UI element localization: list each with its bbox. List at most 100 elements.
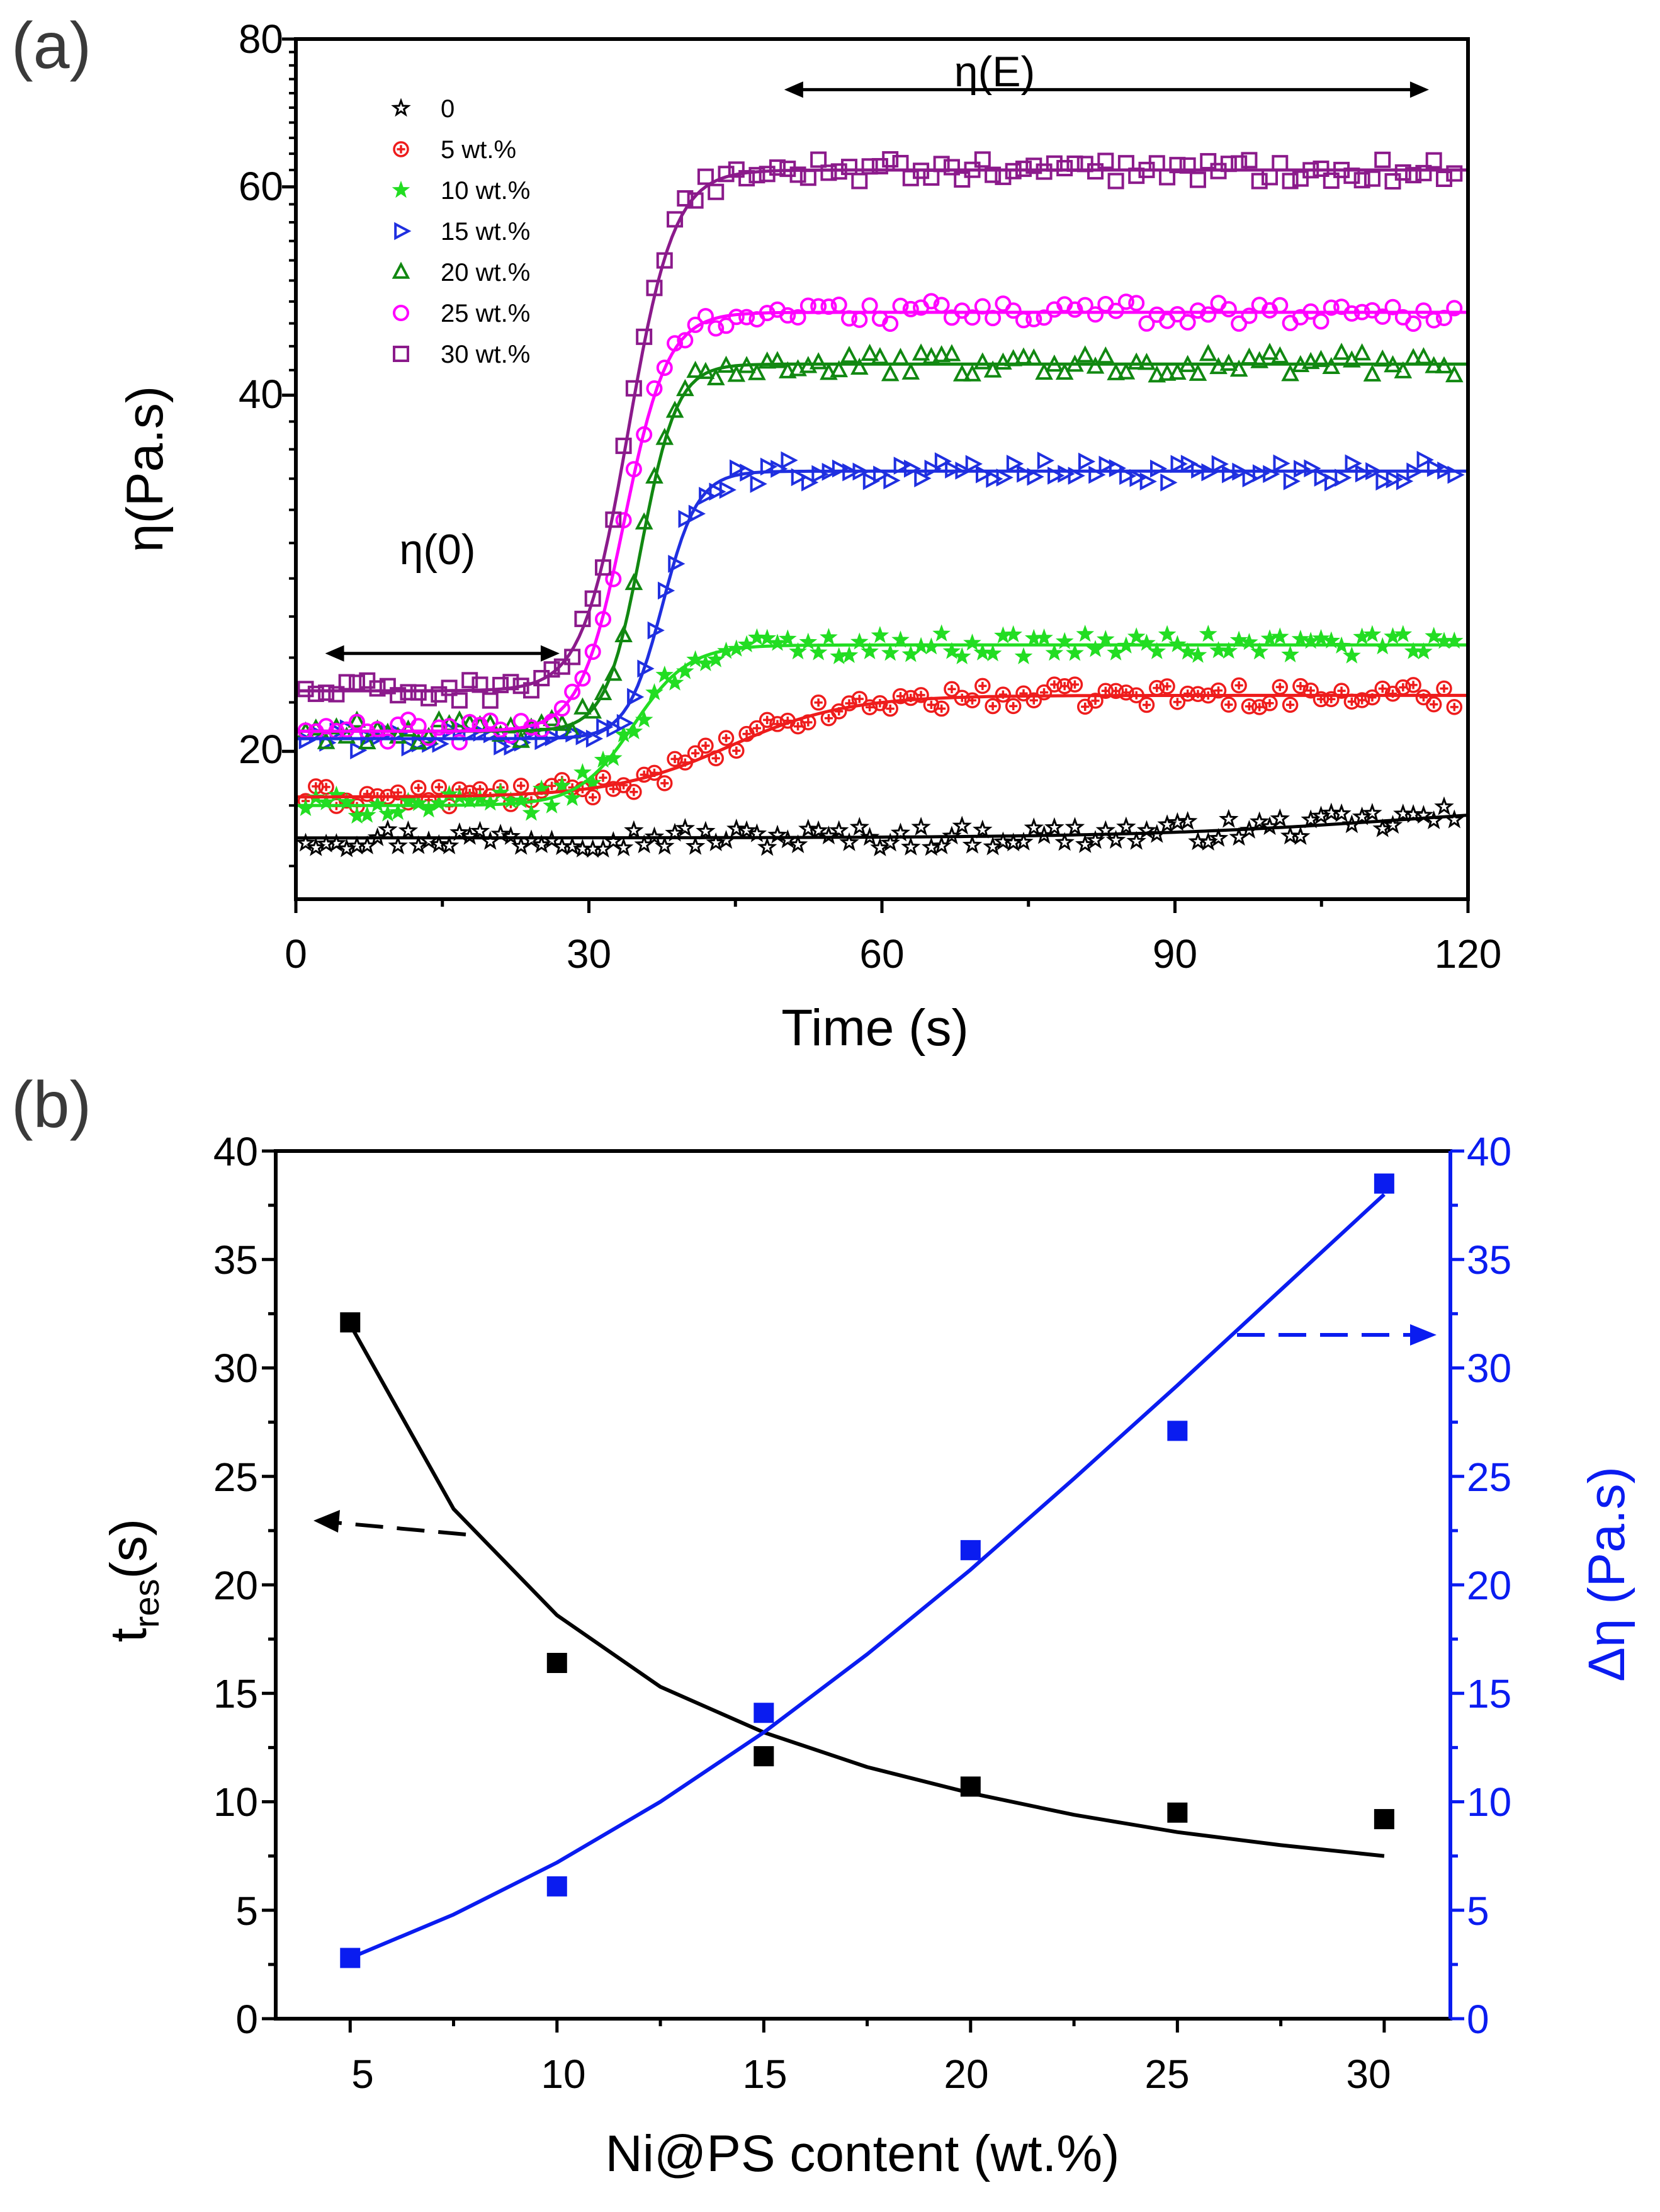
data-point — [818, 825, 839, 845]
legend-entry: 5 wt.% — [441, 136, 516, 164]
x-tick-label: 90 — [1153, 931, 1197, 977]
data-point — [911, 817, 931, 836]
data-point — [993, 831, 1014, 851]
data-point — [1384, 298, 1401, 315]
data-point — [754, 1703, 774, 1723]
data-point — [546, 1653, 567, 1674]
data-point — [758, 628, 777, 646]
data-point — [963, 633, 981, 651]
data-point — [1363, 625, 1382, 642]
data-point — [451, 734, 468, 751]
data-point — [307, 685, 324, 702]
data-point — [1435, 171, 1452, 188]
data-point — [1148, 642, 1166, 659]
data-point — [1364, 170, 1381, 187]
data-point — [1027, 467, 1044, 486]
data-point — [962, 834, 983, 854]
data-point — [1250, 351, 1269, 368]
data-point — [708, 320, 725, 337]
data-point — [1170, 455, 1188, 474]
data-point — [1167, 1421, 1188, 1441]
data-point — [892, 154, 909, 171]
data-point — [1446, 300, 1463, 317]
data-point — [1229, 630, 1248, 648]
right-y-tick-label: 25 — [1467, 1455, 1511, 1500]
data-point — [891, 630, 910, 648]
data-point — [861, 642, 879, 659]
data-point — [789, 309, 806, 326]
data-point — [441, 718, 458, 735]
data-point — [1273, 454, 1290, 473]
data-point — [553, 776, 572, 794]
data-point — [392, 261, 410, 279]
data-point — [1272, 155, 1289, 172]
data-point — [730, 459, 747, 478]
data-point — [1066, 676, 1083, 693]
data-point — [1159, 678, 1175, 695]
data-point — [881, 364, 900, 382]
data-point — [1076, 625, 1095, 642]
data-point — [1282, 173, 1299, 190]
data-point — [1085, 830, 1105, 849]
data-point — [986, 470, 1003, 488]
data-point — [1314, 468, 1331, 487]
data-point — [350, 741, 368, 759]
data-point — [706, 368, 725, 385]
data-point — [369, 721, 386, 738]
data-point — [1415, 689, 1432, 706]
data-point — [696, 654, 715, 672]
data-point — [401, 738, 419, 757]
data-point — [1322, 356, 1341, 375]
data-point — [369, 680, 386, 697]
data-point — [408, 835, 429, 854]
data-point — [1179, 157, 1196, 174]
data-point — [584, 590, 601, 607]
data-point — [553, 700, 570, 717]
data-point — [1066, 301, 1083, 318]
data-point — [1425, 152, 1442, 169]
data-point — [1312, 349, 1330, 367]
data-point — [1158, 625, 1177, 642]
panel-b-label: (b) — [11, 1069, 91, 1142]
data-point — [932, 624, 951, 642]
data-point — [740, 463, 757, 482]
data-point — [882, 151, 899, 168]
data-point — [697, 737, 714, 754]
data-point — [1436, 680, 1452, 697]
data-point — [759, 712, 776, 729]
data-point — [1036, 309, 1053, 326]
eta-e-arrow-head — [784, 81, 803, 98]
data-point — [429, 834, 449, 853]
data-point — [830, 647, 849, 664]
data-point — [994, 626, 1012, 644]
data-point — [708, 183, 725, 200]
right-y-tick-label: 15 — [1467, 1671, 1511, 1716]
data-point — [614, 625, 633, 642]
data-point — [1066, 644, 1084, 661]
panel-b-x-axis-title: Ni@PS content (wt.%) — [606, 2125, 1120, 2182]
data-point — [1415, 164, 1432, 181]
data-point — [1394, 361, 1413, 378]
left-y-tick-label: 40 — [213, 1129, 258, 1174]
data-point — [1324, 473, 1342, 492]
data-point — [945, 460, 963, 479]
data-point — [973, 819, 993, 839]
panel-a-x-ticks: 0 30 60 90 120 — [285, 899, 1501, 977]
data-point — [1138, 353, 1156, 370]
data-point — [901, 362, 920, 380]
data-point — [841, 159, 858, 176]
panel-b-right-y-ticks: 0 5 10 15 20 25 30 35 40 — [1450, 1129, 1511, 2042]
data-point — [624, 722, 643, 740]
data-point — [431, 779, 448, 795]
data-point — [768, 351, 787, 368]
data-point — [760, 457, 778, 476]
right-y-tick-label: 20 — [1467, 1563, 1511, 1608]
data-point — [718, 317, 735, 334]
data-point — [1211, 455, 1229, 474]
data-point — [378, 804, 397, 822]
data-point — [1260, 343, 1279, 360]
panel-a-y-ticks: 20 40 60 80 — [239, 16, 296, 868]
panel-a-annotations: η(0) η(E) — [325, 48, 1429, 662]
data-point — [1394, 625, 1413, 642]
data-point — [1241, 152, 1258, 169]
